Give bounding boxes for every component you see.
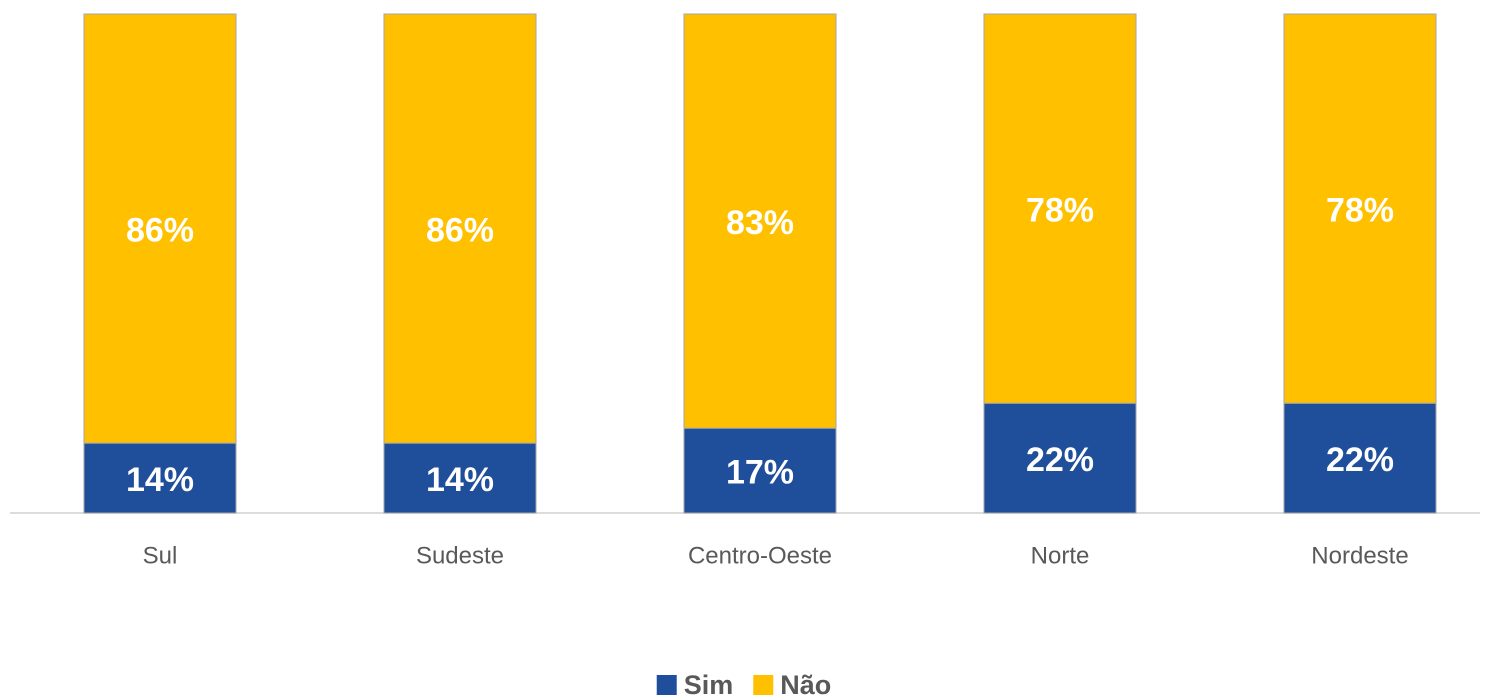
x-tick-label: Sudeste xyxy=(416,542,504,569)
data-label: 22% xyxy=(1026,441,1094,479)
bar-segment xyxy=(83,13,237,444)
bar-segment xyxy=(383,13,537,444)
legend-swatch xyxy=(753,675,774,695)
legend-swatch xyxy=(656,675,677,695)
x-tick-label: Nordeste xyxy=(1311,542,1408,569)
bar-segment xyxy=(683,13,837,429)
data-label: 14% xyxy=(426,461,494,499)
legend-label: Não xyxy=(780,670,831,700)
x-tick-label: Norte xyxy=(1031,542,1090,569)
data-label: 17% xyxy=(726,454,794,492)
data-label: 14% xyxy=(126,461,194,499)
bar-segment xyxy=(683,427,837,514)
bar-segment xyxy=(983,402,1137,514)
data-label: 78% xyxy=(1026,192,1094,230)
legend-label: Sim xyxy=(684,670,734,700)
bar-segment xyxy=(1283,13,1437,404)
data-label: 78% xyxy=(1326,192,1394,230)
x-tick-label: Sul xyxy=(143,542,178,569)
bar-segment xyxy=(83,442,237,514)
bar-segment xyxy=(1283,402,1437,514)
bar-segment xyxy=(983,13,1137,404)
data-label: 86% xyxy=(126,212,194,250)
data-label: 22% xyxy=(1326,441,1394,479)
data-label: 86% xyxy=(426,212,494,250)
data-label: 83% xyxy=(726,204,794,242)
x-tick-label: Centro-Oeste xyxy=(688,542,832,569)
